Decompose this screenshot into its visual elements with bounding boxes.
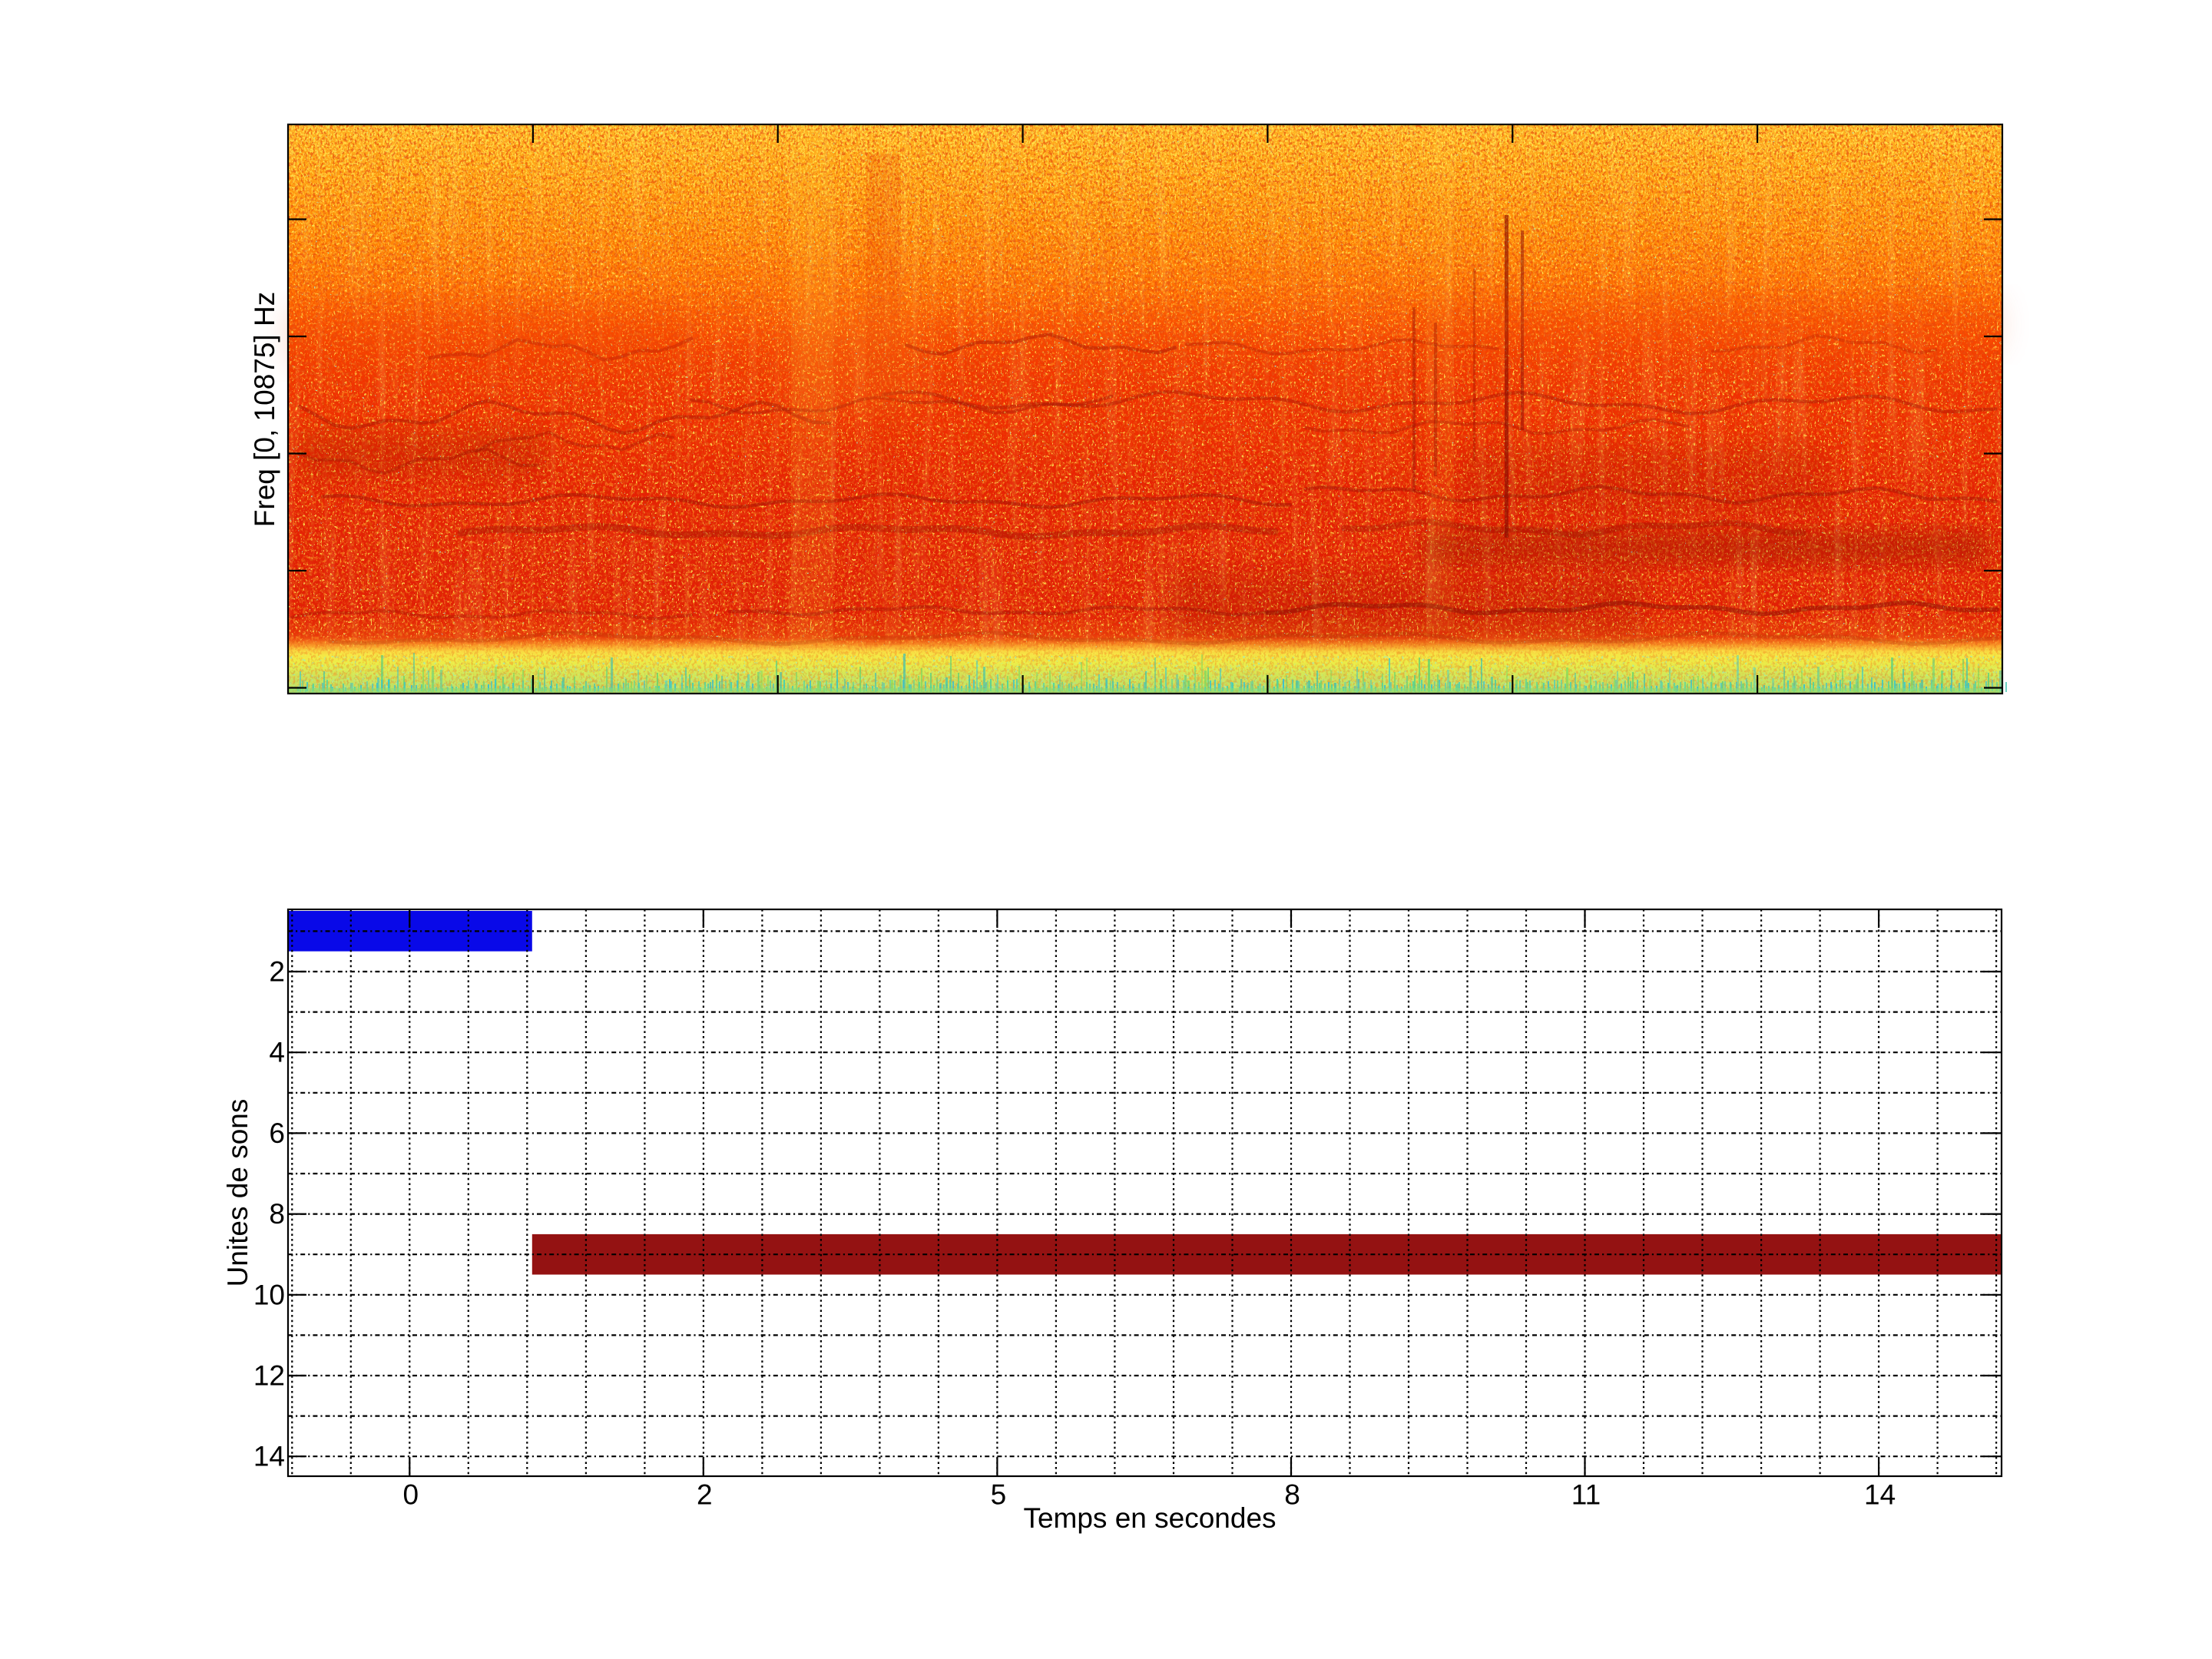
svg-text:2: 2 [697,1479,713,1511]
svg-text:12: 12 [253,1360,285,1392]
svg-text:Temps en secondes: Temps en secondes [1023,1502,1276,1534]
svg-text:0: 0 [403,1479,419,1511]
svg-text:8: 8 [1284,1479,1300,1511]
svg-text:6: 6 [269,1118,285,1149]
svg-text:10: 10 [253,1279,285,1310]
svg-text:2: 2 [269,956,285,988]
svg-text:14: 14 [253,1441,285,1472]
svg-text:14: 14 [1864,1479,1896,1511]
svg-text:11: 11 [1571,1479,1601,1511]
svg-text:8: 8 [269,1198,285,1230]
svg-text:Unites de sons: Unites de sons [222,1099,253,1287]
svg-text:Freq [0, 10875] Hz: Freq [0, 10875] Hz [249,292,280,527]
svg-text:5: 5 [991,1479,1007,1511]
svg-text:4: 4 [269,1037,285,1068]
